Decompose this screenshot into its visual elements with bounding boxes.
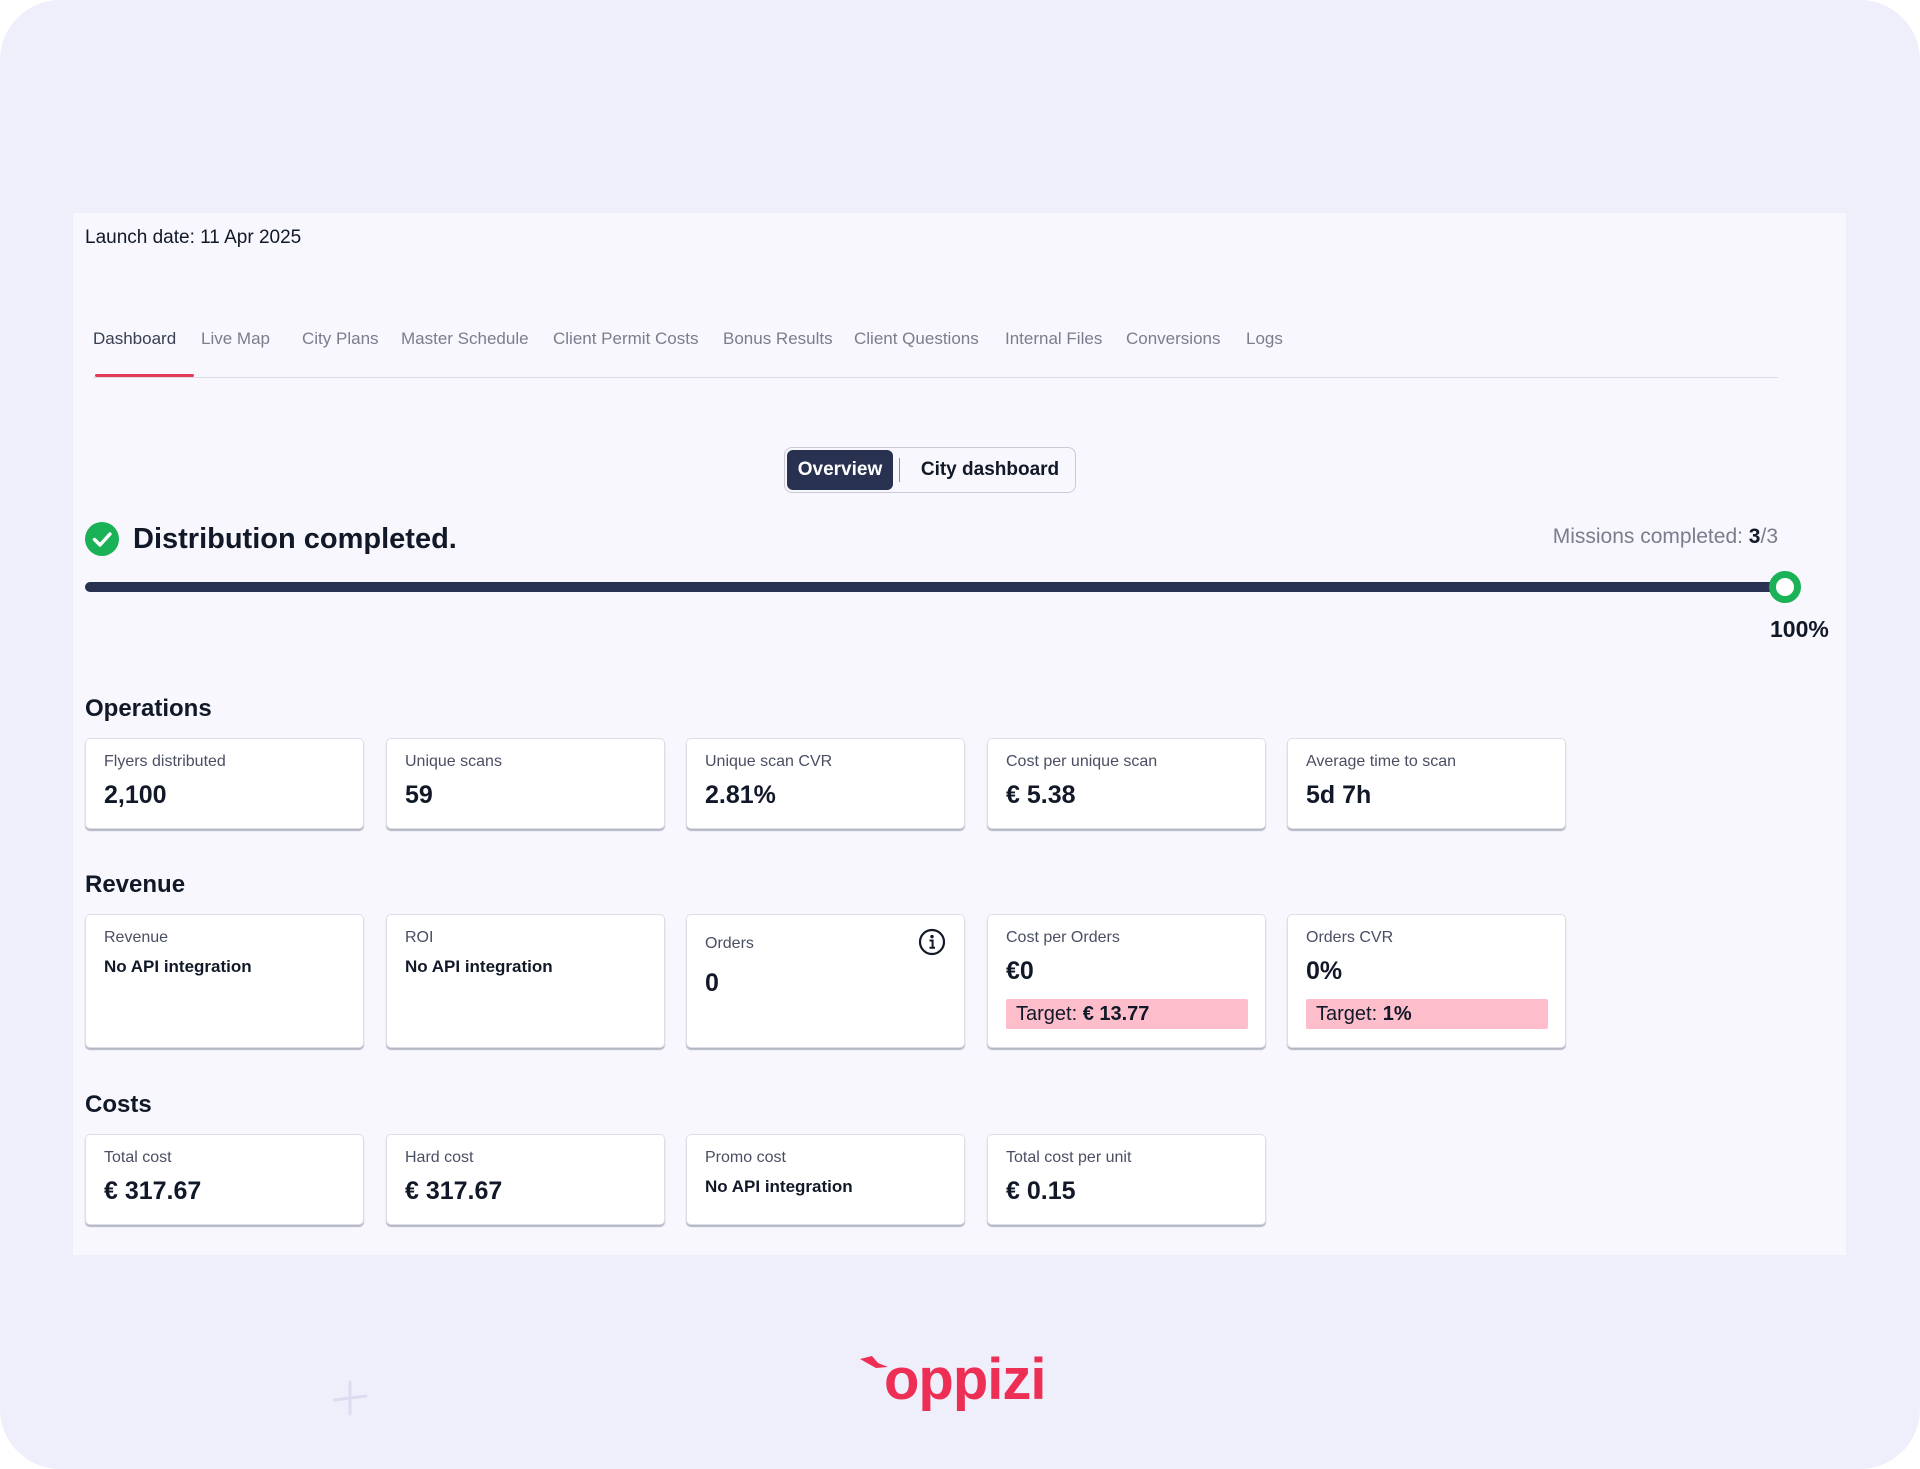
tab-bar: Dashboard Live Map City Plans Master Sch… xyxy=(93,313,1778,378)
view-toggle: Overview City dashboard xyxy=(784,447,1076,493)
card-label: Revenue xyxy=(104,929,169,946)
card-note: No API integration xyxy=(104,957,252,976)
orders-cvr-card: Orders CVR 0% Target: 1% xyxy=(1287,914,1566,1048)
progress-percent: 100% xyxy=(1770,616,1829,642)
card-label: Total cost per unit xyxy=(1006,1149,1132,1166)
card-label: Average time to scan xyxy=(1306,753,1457,770)
card-note: No API integration xyxy=(405,957,553,976)
card-value: 59 xyxy=(405,781,433,809)
progress-fill xyxy=(85,582,1785,592)
target-label: Target: xyxy=(1016,1003,1083,1025)
active-tab-indicator xyxy=(95,374,194,377)
target-badge: Target: 1% xyxy=(1306,999,1548,1029)
operations-title: Operations xyxy=(85,695,212,722)
target-value: 1% xyxy=(1382,1003,1412,1025)
tab-logs[interactable]: Logs xyxy=(1246,329,1283,348)
toggle-divider xyxy=(899,458,900,482)
revenue-title: Revenue xyxy=(85,871,186,898)
card-note: No API integration xyxy=(705,1177,853,1196)
card-value: € 0.15 xyxy=(1006,1177,1076,1205)
tab-client-permit-costs[interactable]: Client Permit Costs xyxy=(553,329,699,348)
card-label: Total cost xyxy=(104,1149,172,1166)
unique-scan-cvr-card: Unique scan CVR 2.81% xyxy=(686,738,965,829)
info-icon[interactable] xyxy=(918,928,946,956)
card-label: ROI xyxy=(405,929,434,946)
status-text: Distribution completed. xyxy=(133,523,457,555)
card-value: 2.81% xyxy=(705,781,776,809)
tab-client-questions[interactable]: Client Questions xyxy=(854,329,979,348)
card-label: Hard cost xyxy=(405,1149,474,1166)
launch-date: Launch date: 11 Apr 2025 xyxy=(85,227,302,248)
city-dashboard-toggle-button[interactable]: City dashboard xyxy=(920,459,1060,480)
promo-cost-card: Promo cost No API integration xyxy=(686,1134,965,1225)
card-label: Orders CVR xyxy=(1306,929,1394,946)
missions-total: /3 xyxy=(1760,525,1778,548)
progress-bar xyxy=(85,571,1801,603)
card-value: 0% xyxy=(1306,957,1343,985)
card-value: 5d 7h xyxy=(1306,781,1372,809)
logo-mark-icon xyxy=(860,1356,888,1368)
card-value: 0 xyxy=(705,969,719,997)
dashboard-panel: Launch date: 11 Apr 2025 Dashboard Live … xyxy=(73,213,1846,1255)
total-cost-per-unit-card: Total cost per unit € 0.15 xyxy=(987,1134,1266,1225)
tab-bonus-results[interactable]: Bonus Results xyxy=(723,329,833,348)
flyers-distributed-card: Flyers distributed 2,100 xyxy=(85,738,364,829)
unique-scans-card: Unique scans 59 xyxy=(386,738,665,829)
card-value: €0 xyxy=(1006,957,1034,985)
missions-label: Missions completed: xyxy=(1552,525,1749,548)
card-value: € 317.67 xyxy=(104,1177,202,1205)
target-value: € 13.77 xyxy=(1082,1003,1150,1025)
roi-card: ROI No API integration xyxy=(386,914,665,1048)
card-label: Promo cost xyxy=(705,1149,786,1166)
check-circle-icon xyxy=(85,522,119,556)
card-value: € 5.38 xyxy=(1006,781,1076,809)
total-cost-card: Total cost € 317.67 xyxy=(85,1134,364,1225)
card-label: Flyers distributed xyxy=(104,753,226,770)
progress-knob xyxy=(1769,571,1801,603)
tab-internal-files[interactable]: Internal Files xyxy=(1005,329,1103,348)
overview-toggle-button[interactable]: Overview xyxy=(787,450,893,490)
card-label: Orders xyxy=(705,935,754,952)
tab-dashboard[interactable]: Dashboard xyxy=(93,329,177,348)
target-badge: Target: € 13.77 xyxy=(1006,999,1248,1029)
card-value: € 317.67 xyxy=(405,1177,503,1205)
sparkle-icon xyxy=(332,1380,368,1416)
average-time-to-scan-card: Average time to scan 5d 7h xyxy=(1287,738,1566,829)
missions-completed: Missions completed: 3/3 xyxy=(1553,525,1778,549)
tab-city-plans[interactable]: City Plans xyxy=(302,329,379,348)
card-label: Unique scans xyxy=(405,753,502,770)
hard-cost-card: Hard cost € 317.67 xyxy=(386,1134,665,1225)
card-label: Cost per Orders xyxy=(1006,929,1120,946)
card-label: Unique scan CVR xyxy=(705,753,833,770)
orders-card: Orders 0 xyxy=(686,914,965,1048)
tab-live-map[interactable]: Live Map xyxy=(201,329,270,348)
logo-text: oppizi xyxy=(884,1347,1047,1412)
revenue-card: Revenue No API integration xyxy=(85,914,364,1048)
card-label: Cost per unique scan xyxy=(1006,753,1158,770)
cost-per-orders-card: Cost per Orders €0 Target: € 13.77 xyxy=(987,914,1266,1048)
card-value: 2,100 xyxy=(104,781,167,809)
tab-conversions[interactable]: Conversions xyxy=(1126,329,1221,348)
costs-title: Costs xyxy=(85,1091,152,1118)
target-label: Target: xyxy=(1316,1003,1383,1025)
tab-master-schedule[interactable]: Master Schedule xyxy=(401,329,529,348)
cost-per-unique-scan-card: Cost per unique scan € 5.38 xyxy=(987,738,1266,829)
oppizi-logo: oppizi xyxy=(858,1345,1058,1415)
missions-done: 3 xyxy=(1748,525,1761,548)
